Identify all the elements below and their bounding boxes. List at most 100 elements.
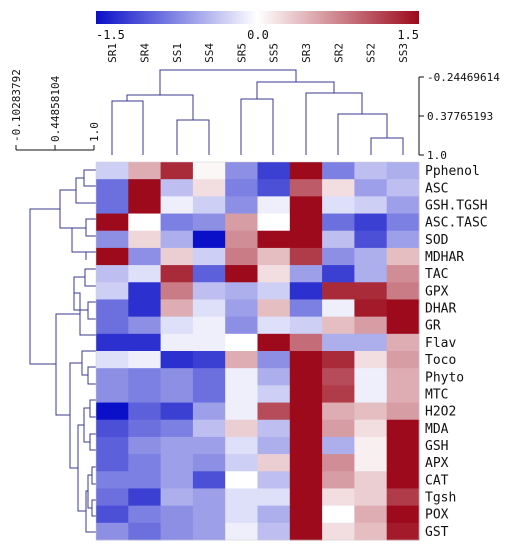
row-label: Toco	[425, 353, 456, 368]
heatmap-cell	[354, 196, 388, 214]
row-dendrogram-scale-tick: 0.44858104	[49, 75, 62, 142]
heatmap-cell	[128, 230, 161, 249]
heatmap-cell	[128, 179, 161, 197]
heatmap-cell	[257, 488, 291, 507]
heatmap-cell	[354, 471, 388, 489]
column-label: SR4	[138, 43, 151, 63]
heatmap-cell	[225, 299, 258, 318]
heatmap-cell	[354, 179, 388, 197]
heatmap-cell	[160, 505, 194, 524]
heatmap-cell	[192, 471, 226, 489]
heatmap-cell	[225, 316, 258, 335]
heatmap-cell	[322, 368, 355, 386]
column-dendrogram-scale-tick: -0.24469614	[427, 71, 500, 84]
heatmap-cell	[386, 522, 420, 541]
heatmap-cell	[289, 488, 323, 507]
heatmap-cell	[354, 282, 388, 300]
heatmap-cell	[257, 230, 291, 249]
row-label: GST	[425, 525, 449, 540]
heatmap-cell	[354, 436, 388, 455]
heatmap-cell	[257, 454, 291, 472]
heatmap-cell	[322, 230, 355, 249]
heatmap-cell	[289, 505, 323, 524]
column-dendrogram-scale: -0.24469614 0.37765193 1.0	[418, 71, 500, 162]
heatmap-cell	[289, 265, 323, 283]
heatmap-cell	[192, 265, 226, 283]
heatmap-cell	[192, 368, 226, 386]
heatmap-cell	[289, 299, 323, 318]
heatmap-cell	[128, 436, 161, 455]
heatmap-cell	[160, 419, 194, 438]
heatmap-cell	[96, 436, 129, 455]
heatmap-cell	[386, 247, 420, 266]
heatmap-cell	[192, 230, 226, 249]
heatmap-cell	[386, 505, 420, 524]
row-label: MDHAR	[425, 250, 464, 265]
heatmap-cell	[96, 419, 129, 438]
heatmap-cell	[257, 505, 291, 524]
heatmap-cell	[386, 385, 420, 403]
heatmap-cell	[257, 179, 291, 197]
column-labels: SR1 SR4 SS1 SS4 SR5 SS5 SR3 SR2 SS2 SS3	[106, 43, 410, 63]
column-label: SR1	[106, 43, 119, 63]
heatmap-cell	[225, 179, 258, 197]
heatmap-cell	[322, 213, 355, 232]
heatmap-cell	[257, 368, 291, 386]
heatmap-cell	[96, 247, 129, 266]
heatmap-cell	[128, 505, 161, 524]
heatmap-cell	[257, 282, 291, 300]
heatmap-cell	[225, 385, 258, 403]
heatmap-cell	[322, 316, 355, 335]
heatmap-cell	[354, 505, 388, 524]
heatmap-cell	[160, 488, 194, 507]
heatmap-cell	[160, 179, 194, 197]
heatmap-cell	[96, 265, 129, 283]
heatmap-cell	[257, 402, 291, 421]
heatmap-cell	[192, 247, 226, 266]
heatmap-cell	[322, 436, 355, 455]
heatmap-cell	[225, 368, 258, 386]
heatmap-cell	[192, 419, 226, 438]
heatmap-cell	[160, 454, 194, 472]
heatmap-cell	[257, 213, 291, 232]
heatmap-cell	[289, 316, 323, 335]
row-label: CAT	[425, 473, 449, 488]
heatmap-cell	[160, 471, 194, 489]
heatmap-cell	[257, 522, 291, 541]
heatmap-cell	[322, 333, 355, 352]
heatmap-cell	[289, 333, 323, 352]
heatmap-cell	[386, 419, 420, 438]
row-labels: Pphenol ASC GSH.TGSH ASC.TASC SOD MDHAR TAC GPX…	[425, 164, 488, 540]
heatmap-cell	[128, 265, 161, 283]
heatmap-cell	[386, 196, 420, 214]
heatmap-cell	[225, 282, 258, 300]
heatmap-cell	[128, 419, 161, 438]
heatmap-cell	[257, 333, 291, 352]
heatmap-cell	[225, 247, 258, 266]
row-label: Pphenol	[425, 164, 480, 179]
column-label: SS5	[268, 43, 281, 63]
heatmap-cell	[354, 419, 388, 438]
heatmap-cell	[192, 316, 226, 335]
heatmap-cell	[322, 247, 355, 266]
heatmap-border	[95, 161, 420, 541]
heatmap-cell	[128, 402, 161, 421]
row-label: ASC	[425, 181, 448, 196]
row-label: GSH.TGSH	[425, 199, 488, 214]
heatmap-cell	[289, 436, 323, 455]
heatmap-cell	[354, 299, 388, 318]
row-label: TAC	[425, 267, 448, 282]
heatmap-cell	[160, 522, 194, 541]
colorbar-tick-low: -1.5	[96, 28, 125, 42]
heatmap-cell	[386, 368, 420, 386]
heatmap-cell	[192, 333, 226, 352]
heatmap-cell	[322, 282, 355, 300]
heatmap-cell	[160, 162, 194, 180]
heatmap-cell	[289, 162, 323, 180]
heatmap-cell	[289, 179, 323, 197]
heatmap-cell	[386, 454, 420, 472]
column-label: SR5	[235, 43, 248, 63]
heatmap-cell	[96, 488, 129, 507]
colorbar-tick-mid: 0.0	[247, 28, 269, 42]
heatmap-cell	[160, 247, 194, 266]
